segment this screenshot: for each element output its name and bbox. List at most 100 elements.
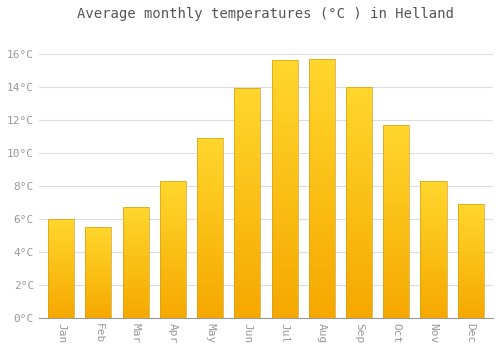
Bar <box>86 287 112 289</box>
Bar <box>383 229 409 233</box>
Bar <box>197 232 223 235</box>
Bar <box>458 293 483 295</box>
Bar <box>86 229 112 231</box>
Bar <box>272 194 297 200</box>
Bar <box>234 263 260 267</box>
Bar <box>383 279 409 283</box>
Bar <box>272 261 297 266</box>
Bar <box>420 214 446 217</box>
Bar <box>383 225 409 229</box>
Bar <box>122 214 148 216</box>
Bar <box>346 166 372 170</box>
Bar <box>420 192 446 195</box>
Bar <box>86 254 112 256</box>
Bar <box>197 221 223 224</box>
Bar <box>122 296 148 298</box>
Bar <box>160 288 186 290</box>
Bar <box>346 119 372 124</box>
Bar <box>86 309 112 311</box>
Bar <box>234 176 260 180</box>
Bar <box>48 247 74 248</box>
Bar <box>308 168 335 173</box>
Bar <box>197 246 223 250</box>
Bar <box>234 98 260 102</box>
Bar <box>234 199 260 203</box>
Bar <box>197 192 223 196</box>
Bar <box>272 65 297 71</box>
Bar <box>272 220 297 225</box>
Bar <box>48 229 74 231</box>
Bar <box>346 175 372 179</box>
Bar <box>197 293 223 296</box>
Bar <box>308 219 335 225</box>
Bar <box>458 281 483 284</box>
Bar <box>48 260 74 262</box>
Bar <box>458 266 483 268</box>
Bar <box>122 262 148 265</box>
Bar <box>272 112 297 117</box>
Bar <box>272 184 297 189</box>
Bar <box>308 147 335 152</box>
Bar <box>458 216 483 218</box>
Bar <box>48 288 74 290</box>
Bar <box>272 302 297 308</box>
Bar <box>48 271 74 272</box>
Bar <box>160 274 186 277</box>
Bar <box>234 309 260 313</box>
Bar <box>346 156 372 161</box>
Bar <box>272 163 297 169</box>
Bar <box>234 144 260 148</box>
Bar <box>234 93 260 98</box>
Bar <box>197 267 223 271</box>
Bar <box>346 239 372 244</box>
Bar <box>346 262 372 267</box>
Bar <box>86 264 112 265</box>
Bar <box>48 306 74 308</box>
Bar <box>272 91 297 97</box>
Bar <box>122 304 148 307</box>
Bar <box>234 167 260 171</box>
Bar <box>197 257 223 260</box>
Bar <box>197 300 223 303</box>
Bar <box>420 282 446 285</box>
Bar <box>383 202 409 206</box>
Bar <box>458 272 483 275</box>
Bar <box>308 142 335 147</box>
Bar <box>308 214 335 219</box>
Bar <box>346 313 372 318</box>
Bar <box>197 174 223 177</box>
Bar <box>122 298 148 300</box>
Bar <box>48 251 74 253</box>
Bar <box>308 251 335 256</box>
Bar <box>383 148 409 152</box>
Bar <box>458 236 483 238</box>
Bar <box>272 76 297 81</box>
Bar <box>86 307 112 309</box>
Bar <box>308 302 335 308</box>
Bar <box>272 205 297 210</box>
Bar <box>383 291 409 295</box>
Bar <box>420 236 446 238</box>
Bar <box>86 238 112 240</box>
Bar <box>197 250 223 253</box>
Bar <box>122 265 148 267</box>
Bar <box>383 167 409 171</box>
Bar <box>308 162 335 168</box>
Bar <box>308 121 335 126</box>
Bar <box>346 198 372 202</box>
Bar <box>458 300 483 302</box>
Bar <box>86 316 112 318</box>
Bar <box>197 177 223 181</box>
Bar <box>272 256 297 261</box>
Bar <box>272 246 297 251</box>
Bar <box>420 233 446 236</box>
Bar <box>160 238 186 241</box>
Bar <box>383 283 409 287</box>
Bar <box>420 247 446 250</box>
Bar <box>383 136 409 140</box>
Bar <box>48 298 74 300</box>
Bar <box>420 271 446 274</box>
Bar <box>48 241 74 243</box>
Bar <box>272 71 297 76</box>
Bar <box>86 265 112 267</box>
